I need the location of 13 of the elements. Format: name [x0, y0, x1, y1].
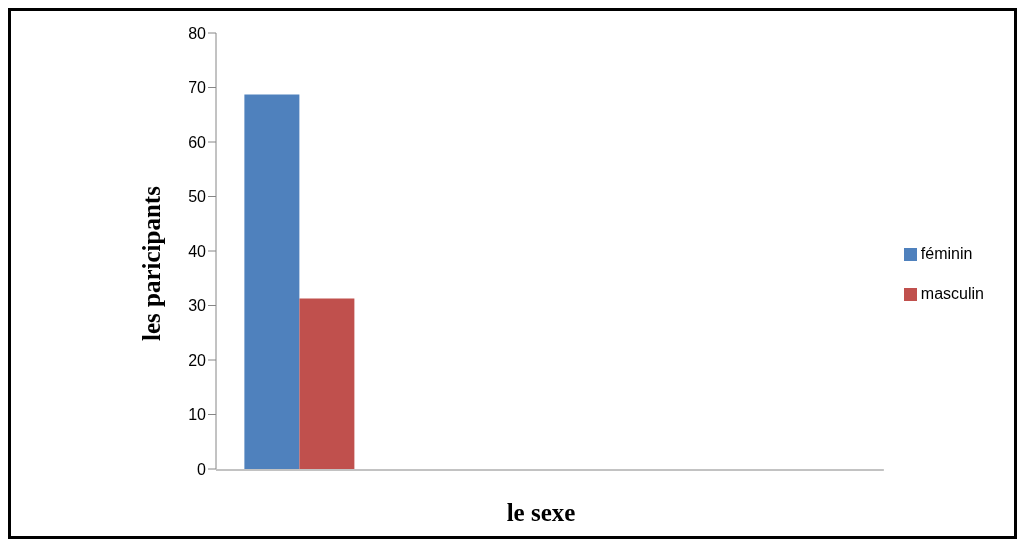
y-axis-title: les paricipants [137, 185, 165, 341]
y-tick-label: 80 [188, 24, 207, 42]
y-tick-label: 40 [188, 242, 207, 260]
x-axis-title: le sexe [505, 499, 577, 527]
y-tick-label: 20 [188, 351, 207, 369]
y-tick-label: 10 [188, 406, 207, 424]
legend-label: masculin [920, 284, 984, 302]
y-tick-label: 50 [188, 188, 207, 206]
y-tick-label: 60 [188, 133, 207, 151]
y-tick-label: 30 [188, 297, 207, 315]
y-tick-label: 70 [188, 79, 207, 97]
legend-label: féminin [920, 244, 973, 262]
y-tick-label: 0 [197, 460, 207, 478]
